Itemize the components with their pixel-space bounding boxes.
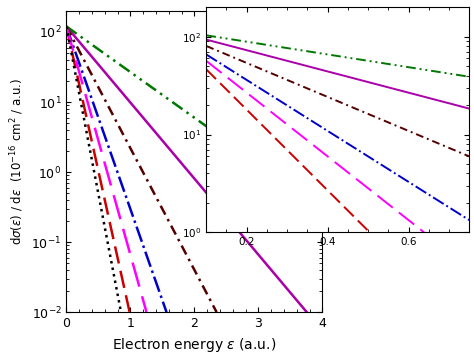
Y-axis label: d$\sigma$($\varepsilon$) / d$\varepsilon$  (10$^{-16}$ cm$^2$ / a.u.): d$\sigma$($\varepsilon$) / d$\varepsilon… — [8, 78, 26, 245]
X-axis label: Electron energy $\varepsilon$ (a.u.): Electron energy $\varepsilon$ (a.u.) — [112, 336, 276, 354]
Legend: 1, 4, 16, 64, 250, 1000, 4000: 1, 4, 16, 64, 250, 1000, 4000 — [232, 17, 317, 139]
